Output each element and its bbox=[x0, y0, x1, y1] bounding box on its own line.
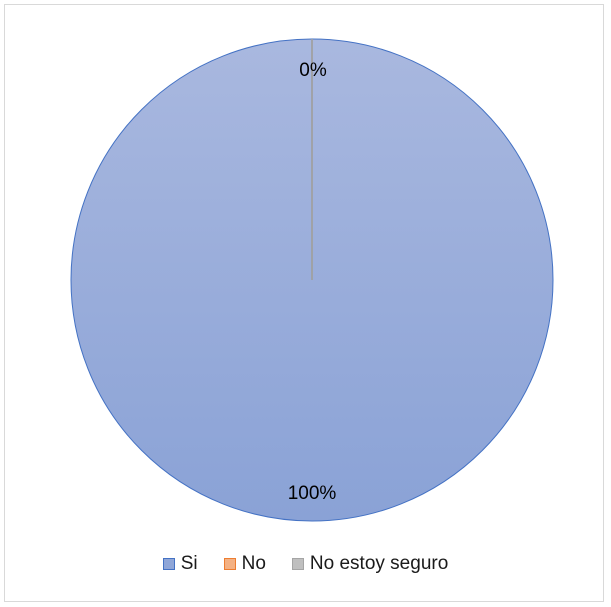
data-label-zero: 0% bbox=[299, 60, 327, 81]
legend-label-no: No bbox=[241, 553, 266, 574]
legend-item-no-estoy-seguro: No estoy seguro bbox=[291, 553, 449, 575]
legend-swatch-si bbox=[162, 558, 175, 570]
data-label-si: 100% bbox=[288, 483, 337, 504]
legend-label-si: Si bbox=[180, 553, 198, 574]
legend-item-no: No bbox=[223, 553, 266, 575]
legend-item-si: Si bbox=[162, 553, 198, 575]
legend-swatch-no-estoy-seguro bbox=[291, 558, 304, 570]
legend-label-no-estoy-seguro: No estoy seguro bbox=[309, 553, 449, 574]
legend-swatch-no bbox=[223, 558, 236, 570]
legend: Si No No estoy seguro bbox=[0, 553, 611, 575]
